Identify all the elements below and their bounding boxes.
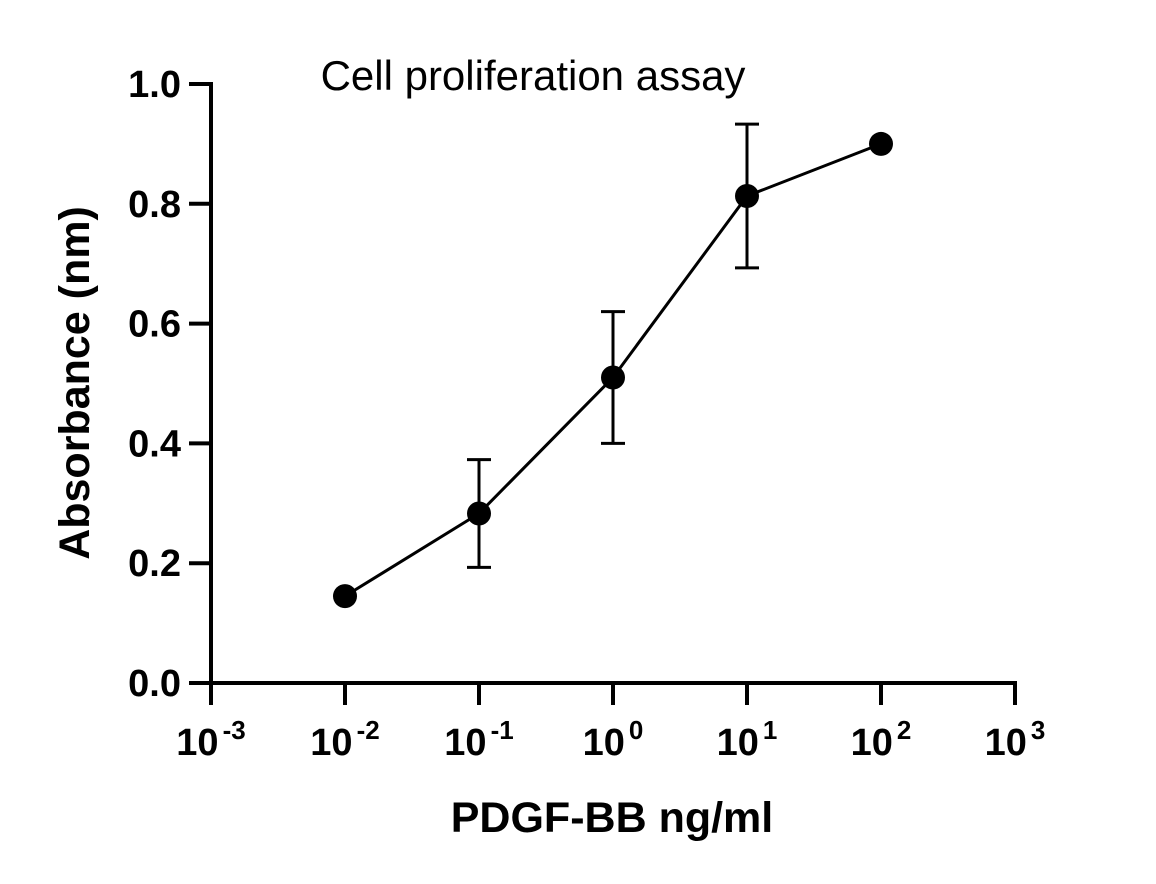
x-tick-label: 10 -2 xyxy=(310,715,379,764)
y-tick-label: 1.0 xyxy=(128,64,181,106)
x-tick-label: 10 -3 xyxy=(176,715,245,764)
y-tick-label: 0.2 xyxy=(128,543,181,585)
chart-title: Cell proliferation assay xyxy=(321,52,746,99)
x-tick-label: 10 2 xyxy=(851,715,912,764)
x-tick-label: 10 3 xyxy=(985,715,1046,764)
y-axis-title: Absorbance (nm) xyxy=(51,206,99,560)
plot-area xyxy=(333,122,893,609)
data-point xyxy=(869,131,893,156)
data-point xyxy=(333,584,357,609)
x-tick-label: 10 0 xyxy=(583,715,644,764)
data-point xyxy=(735,184,759,209)
y-tick-label: 0.6 xyxy=(128,304,181,346)
x-tick-label: 10 -1 xyxy=(444,715,513,764)
y-axis: 0.0 0.2 0.4 0.6 0.8 1.0 xyxy=(128,64,213,705)
y-tick-label: 0.8 xyxy=(128,184,181,226)
data-point xyxy=(601,365,625,390)
data-point xyxy=(467,501,491,526)
x-axis-title: PDGF-BB ng/ml xyxy=(451,794,773,842)
x-tick-label: 10 1 xyxy=(717,715,778,764)
x-axis: 10 -3 10 -2 10 -1 10 0 10 1 10 2 10 3 xyxy=(176,681,1046,764)
y-tick-label: 0.0 xyxy=(128,663,181,705)
y-tick-label: 0.4 xyxy=(128,423,181,465)
